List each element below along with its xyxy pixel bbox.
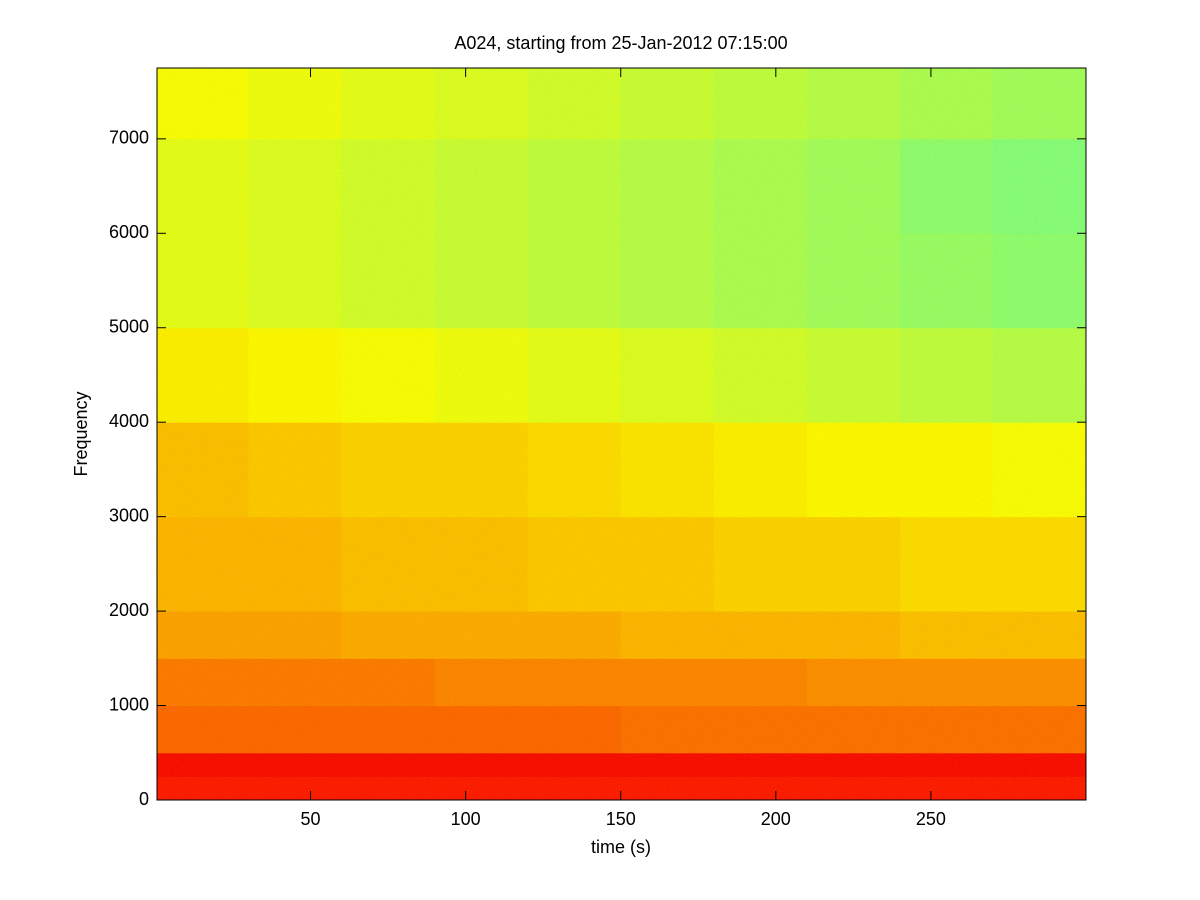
y-tick-label: 6000 bbox=[109, 222, 149, 242]
x-tick-label: 100 bbox=[451, 809, 481, 829]
plot-frame bbox=[156, 67, 1087, 801]
y-axis-label: Frequency bbox=[71, 391, 91, 476]
y-tick-label: 3000 bbox=[109, 505, 149, 525]
y-tick-label: 1000 bbox=[109, 694, 149, 714]
y-tick-label: 2000 bbox=[109, 600, 149, 620]
y-tick-label: 0 bbox=[139, 789, 149, 809]
texture bbox=[157, 68, 1086, 800]
x-axis-label: time (s) bbox=[591, 837, 651, 857]
axes: 50 100 150 200 250 0 1000 2000 3000 4000 5000 6000 7… bbox=[109, 68, 1086, 829]
x-tick-label: 50 bbox=[301, 809, 321, 829]
x-tick-label: 150 bbox=[606, 809, 636, 829]
y-tick-label: 4000 bbox=[109, 411, 149, 431]
y-tick-label: 5000 bbox=[109, 316, 149, 336]
x-tick-label: 250 bbox=[916, 809, 946, 829]
y-tick-label: 7000 bbox=[109, 128, 149, 148]
x-tick-label: 200 bbox=[761, 809, 791, 829]
chart-title: A024, starting from 25-Jan-2012 07:15:00 bbox=[454, 33, 787, 53]
